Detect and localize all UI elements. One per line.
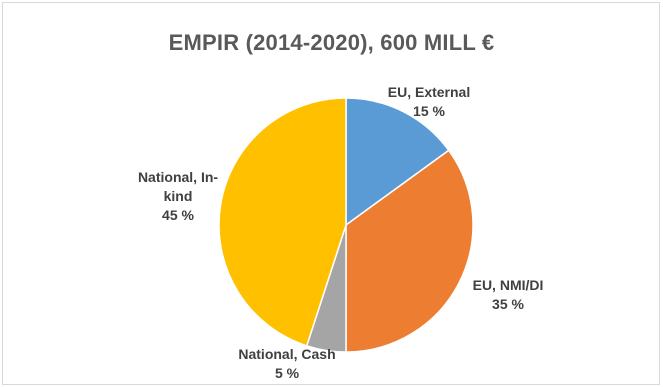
chart-title: EMPIR (2014-2020), 600 MILL € [168,30,495,55]
data-label-national-cash: National, Cash 5 % [238,346,335,381]
pie-slice-national-in-kind [218,97,347,347]
data-label-eu-nmi-di: EU, NMI/DI 35 % [473,277,544,312]
data-label-eu-external: EU, External 15 % [388,84,470,119]
pie-slice-eu-nmi-di [345,149,474,353]
pie-slice-eu-external [345,97,450,227]
data-label-national-in-kind: National, In-kind 45 % [138,169,218,223]
